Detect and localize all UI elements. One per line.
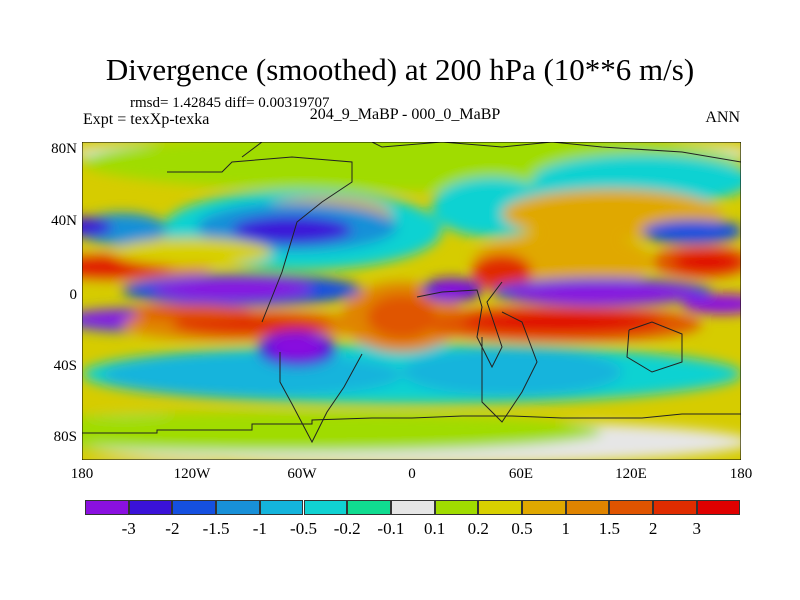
plot-title: Divergence (smoothed) at 200 hPa (10**6 … xyxy=(105,52,695,87)
lon-tick-label: 60W xyxy=(287,466,317,482)
lon-tick-label: 0 xyxy=(408,466,416,482)
lon-tick-label: 180 xyxy=(70,466,94,482)
contour-region xyxy=(269,335,325,359)
colorbar-label: 3 xyxy=(692,519,702,538)
lon-tick-label: 180 xyxy=(729,466,753,482)
contour-region xyxy=(102,353,402,397)
lat-tick-label: 40N xyxy=(51,213,77,229)
contour-region xyxy=(132,304,252,320)
contour-region xyxy=(82,217,112,237)
colorbar-label: 1.5 xyxy=(598,519,621,538)
colorbar-swatch xyxy=(522,500,566,515)
colorbar-swatch xyxy=(696,500,741,515)
colorbar-label: -0.1 xyxy=(377,519,405,538)
divergence-map xyxy=(82,142,741,460)
contour-region xyxy=(507,283,697,303)
lon-tick-label: 60E xyxy=(508,466,534,482)
colorbar-swatch xyxy=(653,500,697,515)
colorbar-swatch xyxy=(128,500,173,515)
contour-region xyxy=(472,254,532,290)
lat-tick-label: 0 xyxy=(69,287,78,303)
contour-region xyxy=(642,220,741,244)
colorbar-label: -0.2 xyxy=(333,519,361,538)
colorbar-label: 2 xyxy=(648,519,658,538)
contour-region xyxy=(402,348,622,396)
colorbar-swatch xyxy=(303,500,348,515)
contour-region xyxy=(672,252,741,272)
experiment-label: Expt = texXp-texka xyxy=(83,111,210,128)
colorbar-label: -0.5 xyxy=(290,519,317,538)
colorbar-swatch xyxy=(390,500,435,515)
lon-tick-label: 120W xyxy=(173,466,211,482)
colorbar-swatch xyxy=(172,500,217,515)
colorbar-label: 0.5 xyxy=(511,519,533,538)
lat-tick-label: 80S xyxy=(53,429,77,445)
contour-region xyxy=(232,216,352,244)
colorbar-swatch xyxy=(609,500,654,515)
colorbar-label: -1 xyxy=(252,519,267,538)
contour-region xyxy=(367,295,437,339)
lat-tick-label: 40S xyxy=(53,358,77,374)
colorbar-swatch xyxy=(434,500,479,515)
lon-tick-label: 120E xyxy=(615,466,647,482)
colorbar-swatch xyxy=(565,500,610,515)
colorbar-swatch xyxy=(216,500,260,515)
comparison-label: 204_9_MaBP - 000_0_MaBP xyxy=(309,106,501,123)
contour-region xyxy=(682,294,741,314)
colorbar-swatch xyxy=(85,500,129,515)
colorbar-label: -2 xyxy=(165,519,180,538)
lat-tick-label: 80N xyxy=(51,141,77,157)
colorbar-label: 0.2 xyxy=(467,519,489,538)
contour-region xyxy=(82,412,602,452)
colorbar-swatch xyxy=(347,500,391,515)
colorbar-label: -3 xyxy=(121,519,136,538)
contour-region xyxy=(112,238,272,266)
colorbar-swatch xyxy=(478,500,522,515)
colorbar-swatch xyxy=(259,500,304,515)
season-label: ANN xyxy=(705,109,740,126)
colorbar-label: -1.5 xyxy=(202,519,230,538)
contour-region xyxy=(432,282,472,298)
stats-text: rmsd= 1.42845 diff= 0.00319707 xyxy=(130,95,330,111)
contour-region xyxy=(152,279,312,299)
colorbar-label: 1 xyxy=(561,519,570,538)
coastlines xyxy=(82,142,741,444)
colorbar-label: 0.1 xyxy=(423,519,446,538)
contour-region xyxy=(172,315,332,335)
